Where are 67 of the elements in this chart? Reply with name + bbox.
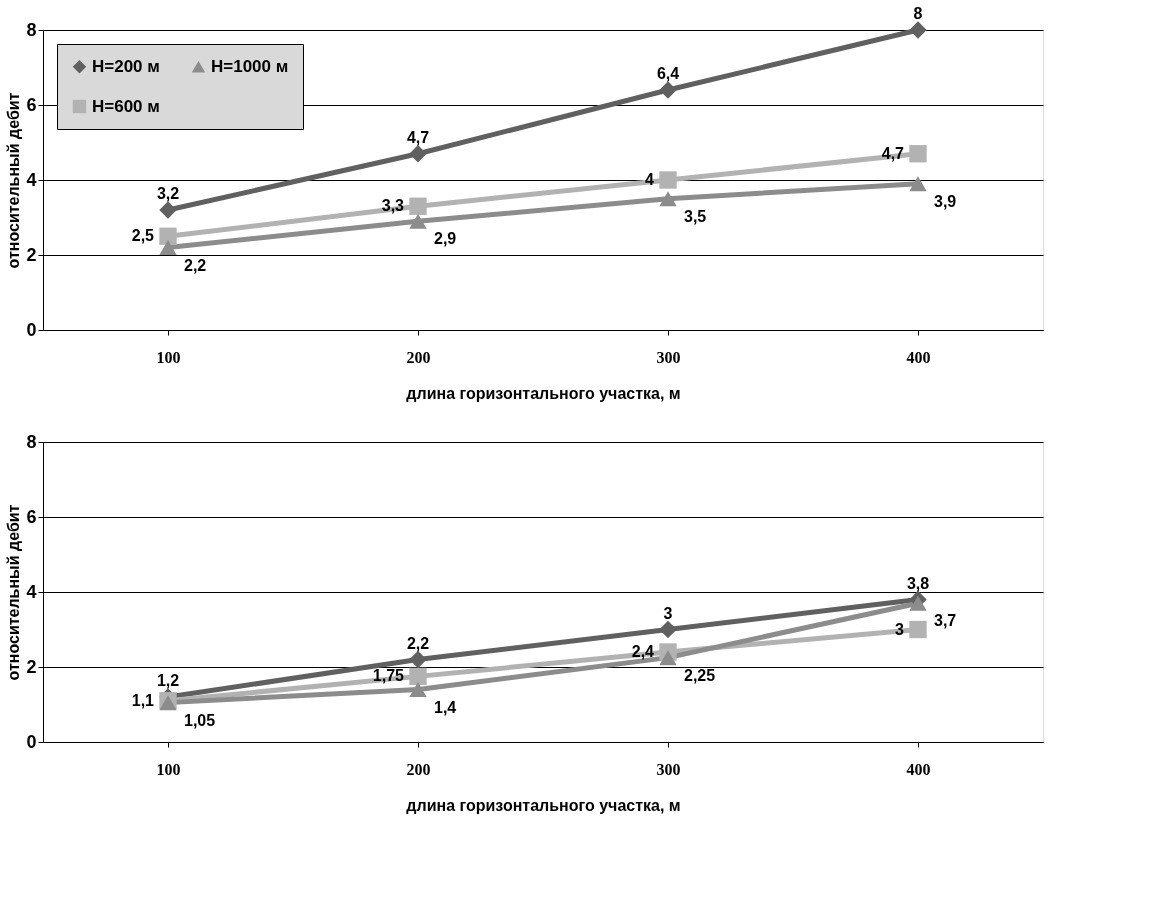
point [409, 213, 427, 229]
point [159, 201, 177, 219]
point [159, 240, 177, 255]
data-label: 8 [913, 5, 923, 22]
y-tick-label: 0 [26, 319, 37, 340]
x-axis-title: длина горизонтального участка, м [406, 384, 681, 402]
y-tick-label: 2 [26, 244, 37, 265]
point [909, 176, 927, 192]
point [659, 191, 677, 207]
point [909, 145, 927, 163]
data-label: 3,2 [156, 185, 180, 202]
data-label: 1,1 [131, 691, 155, 709]
y-tick-label: 6 [26, 506, 37, 527]
x-tick-label: 300 [656, 348, 681, 366]
data-label: 3 [895, 620, 905, 638]
data-label: 3,9 [934, 192, 957, 210]
point [659, 650, 677, 666]
data-label: 3,8 [906, 574, 930, 592]
legend-label: H=1000 м [211, 56, 289, 76]
data-label: 2,5 [131, 227, 155, 245]
point [659, 81, 677, 99]
y-tick-label: 0 [26, 731, 37, 752]
point [409, 197, 427, 215]
y-tick-label: 6 [26, 94, 37, 115]
data-label: 1,4 [434, 698, 457, 716]
data-label: 3,7 [934, 612, 957, 630]
legend-label: H=200 м [92, 56, 160, 76]
point [909, 21, 927, 39]
point [909, 595, 927, 611]
y-tick-label: 4 [26, 581, 37, 602]
point [409, 667, 427, 686]
data-label: 1,05 [184, 711, 216, 729]
y-tick-label: 2 [26, 656, 37, 677]
x-axis-title: длина горизонтального участка, м [406, 796, 681, 814]
y-tick-label: 4 [26, 169, 37, 190]
point [409, 682, 427, 697]
x-tick-label: 400 [906, 760, 931, 778]
data-label: 3,5 [684, 207, 707, 225]
data-label: 4 [645, 171, 655, 188]
x-tick-label: 300 [656, 760, 681, 778]
x-tick-label: 100 [156, 760, 181, 778]
point [159, 227, 177, 245]
data-label: 1,75 [372, 667, 405, 685]
data-label: 4,7 [406, 128, 430, 146]
data-label: 3 [663, 604, 673, 622]
data-label: 2,2 [184, 256, 207, 274]
data-label: 2,9 [434, 230, 457, 248]
y-tick-label: 8 [26, 431, 37, 452]
y-axis-title: относительный дебит [5, 92, 23, 269]
point [909, 620, 927, 639]
x-tick-label: 200 [406, 760, 431, 778]
data-label: 2,25 [684, 666, 716, 684]
point [409, 145, 427, 163]
data-label: 6,4 [656, 65, 680, 82]
legend-label: H=600 м [92, 96, 160, 116]
y-tick-label: 8 [26, 19, 37, 40]
data-label: 3,3 [381, 197, 405, 215]
data-label: 1,2 [156, 672, 180, 689]
data-label: 2,2 [406, 634, 430, 652]
y-axis-title: относительный дебит [5, 504, 23, 681]
x-tick-label: 200 [406, 348, 431, 366]
point [659, 171, 677, 189]
data-label: 4,7 [881, 144, 905, 162]
data-label: 2,4 [631, 643, 655, 660]
x-tick-label: 400 [906, 348, 931, 366]
point [659, 620, 677, 639]
x-tick-label: 100 [156, 348, 181, 366]
